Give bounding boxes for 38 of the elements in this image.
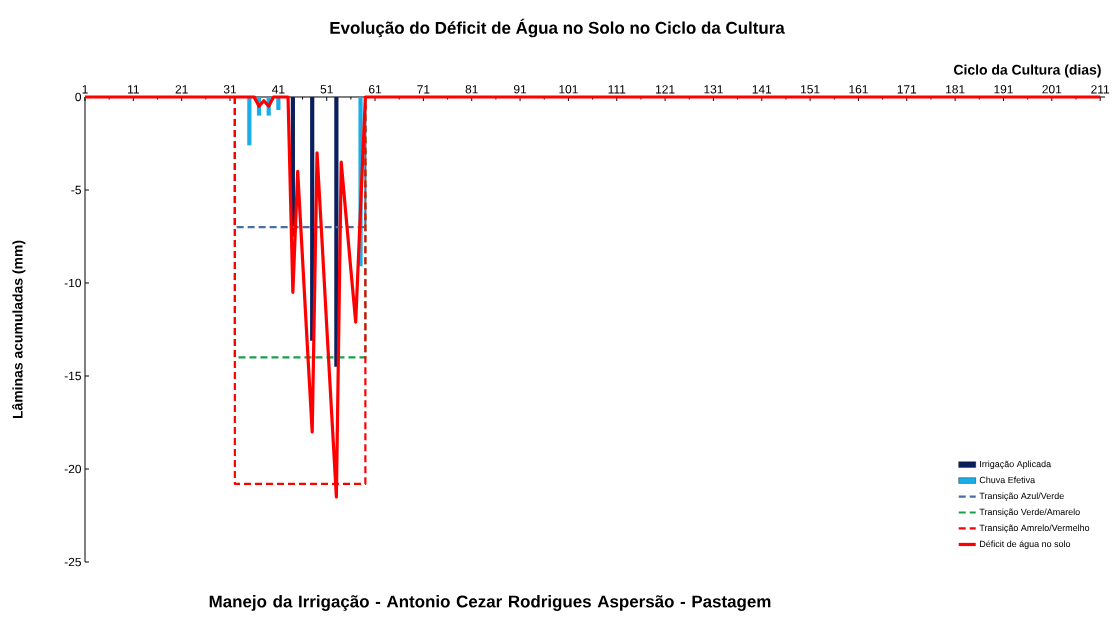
x-tick-label: 41: [272, 85, 285, 94]
x-tick-label: 121: [656, 85, 675, 94]
y-axis-title: Lâminas acumuladas (mm): [12, 240, 26, 419]
x-tick-label: 31: [223, 85, 237, 94]
x-tick-label: 201: [1042, 85, 1062, 94]
legend-label: Déficit de água no solo: [980, 540, 1071, 549]
x-tick-label: 111: [608, 85, 626, 94]
x-tick-label: 21: [175, 85, 188, 94]
x-tick-label: 71: [417, 85, 430, 94]
legend-label: Transição Amrelo/Vermelho: [979, 524, 1090, 533]
x-tick-label: 51: [320, 85, 333, 94]
x-tick-label: 181: [946, 85, 965, 94]
y-tick-label: -10: [64, 278, 82, 288]
legend-label: Transição Verde/Amarelo: [979, 508, 1080, 517]
x-axis-title: Ciclo da Cultura (dias): [954, 64, 1101, 78]
x-tick-label: 91: [513, 85, 527, 94]
x-tick-label: 11: [128, 85, 139, 94]
x-tick-label: 191: [994, 85, 1013, 94]
x-tick-label: 81: [465, 85, 478, 94]
x-tick-label: 141: [752, 85, 772, 94]
x-tick-label: 211: [1091, 85, 1110, 94]
y-tick-label: -25: [64, 557, 81, 567]
x-tick-label: 151: [801, 85, 820, 94]
x-tick-label: 101: [559, 85, 578, 94]
y-tick-label: -20: [64, 464, 82, 474]
legend-label: Irrigação Aplicada: [980, 460, 1052, 470]
x-tick-label: 1: [82, 85, 88, 94]
x-tick-label: 61: [369, 85, 382, 94]
legend-label: Transição Azul/Verde: [979, 492, 1064, 501]
y-tick-label: 0: [75, 92, 82, 102]
x-tick-label: 161: [849, 85, 868, 94]
x-tick-label: 131: [704, 85, 723, 94]
legend-label: Chuva Efetiva: [979, 476, 1036, 484]
y-tick-label: -15: [64, 371, 81, 381]
text: Manejo da Irrigação - Antonio Cezar Rodrigues Aspersão - Pastagem: [209, 595, 771, 611]
chart-title: Evolução do Déficit de Água no Solo no Ciclo da Cultura: [330, 18, 785, 38]
x-tick-label: 171: [897, 85, 917, 94]
y-tick-label: -5: [71, 185, 81, 195]
